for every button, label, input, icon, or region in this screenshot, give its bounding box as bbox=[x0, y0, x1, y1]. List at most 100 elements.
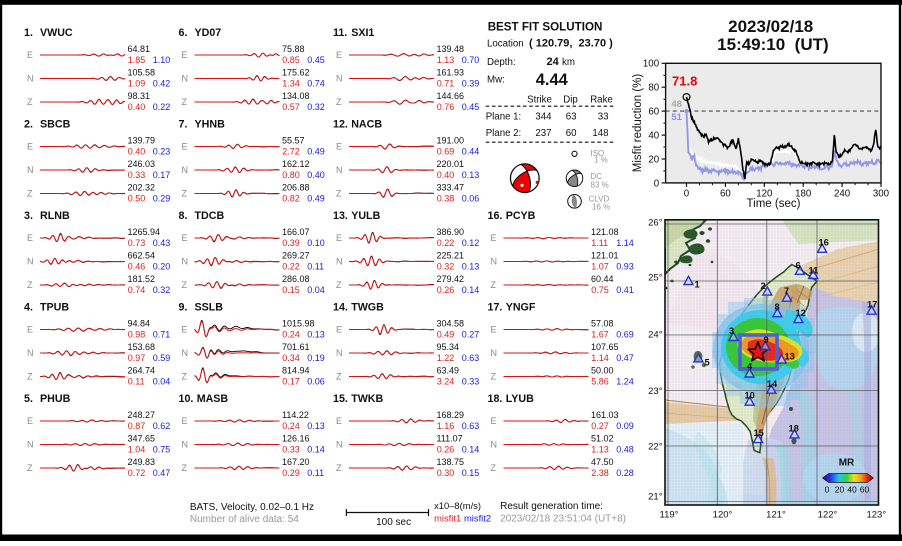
svg-text:2.: 2. bbox=[24, 119, 33, 131]
svg-text:0.30: 0.30 bbox=[437, 468, 455, 478]
svg-text:1.85: 1.85 bbox=[128, 55, 146, 65]
svg-text:161.03: 161.03 bbox=[591, 410, 619, 420]
svg-text:N: N bbox=[27, 74, 34, 84]
svg-text:Number of alive data: 54: Number of alive data: 54 bbox=[190, 514, 299, 525]
svg-text:225.21: 225.21 bbox=[437, 250, 465, 260]
svg-text:111.07: 111.07 bbox=[437, 433, 463, 443]
svg-text:N: N bbox=[336, 348, 343, 358]
svg-text:0.24: 0.24 bbox=[282, 421, 300, 431]
svg-text:Plane 2:: Plane 2: bbox=[486, 128, 522, 139]
svg-text:0.33: 0.33 bbox=[128, 170, 146, 180]
svg-text:9.: 9. bbox=[179, 302, 188, 314]
svg-text:7: 7 bbox=[784, 286, 789, 296]
svg-text:E: E bbox=[336, 325, 342, 335]
svg-text:60: 60 bbox=[720, 188, 731, 199]
svg-text:0.27: 0.27 bbox=[591, 421, 609, 431]
svg-text:20: 20 bbox=[835, 484, 845, 494]
svg-text:2023/02/18: 2023/02/18 bbox=[728, 17, 813, 36]
svg-text:0.50: 0.50 bbox=[128, 193, 146, 203]
svg-text:4.44: 4.44 bbox=[536, 71, 569, 89]
svg-text:0.63: 0.63 bbox=[462, 353, 480, 363]
svg-text:123°: 123° bbox=[866, 509, 886, 520]
svg-text:3.24: 3.24 bbox=[437, 376, 455, 386]
svg-text:14: 14 bbox=[767, 379, 778, 389]
svg-text:0: 0 bbox=[654, 178, 660, 189]
svg-text:5: 5 bbox=[705, 358, 710, 368]
svg-text:Z: Z bbox=[336, 463, 342, 473]
svg-text:0.42: 0.42 bbox=[153, 78, 171, 88]
svg-text:0.69: 0.69 bbox=[616, 329, 634, 339]
svg-text:0.49: 0.49 bbox=[307, 146, 325, 156]
svg-text:E: E bbox=[27, 416, 33, 426]
svg-text:0.97: 0.97 bbox=[128, 353, 146, 363]
svg-text:0.11: 0.11 bbox=[307, 468, 324, 478]
svg-text:TWGB: TWGB bbox=[351, 302, 384, 314]
svg-text:7.: 7. bbox=[179, 119, 188, 131]
svg-text:168.29: 168.29 bbox=[437, 410, 465, 420]
svg-text:MR: MR bbox=[839, 458, 855, 469]
svg-text:121.01: 121.01 bbox=[591, 250, 619, 260]
svg-text:0.11: 0.11 bbox=[128, 376, 145, 386]
svg-text:0.49: 0.49 bbox=[307, 193, 325, 203]
svg-text:51: 51 bbox=[671, 112, 682, 123]
svg-text:Z: Z bbox=[182, 189, 188, 199]
svg-text:E: E bbox=[182, 50, 188, 60]
svg-text:248.27: 248.27 bbox=[128, 410, 156, 420]
svg-text:YHNB: YHNB bbox=[195, 119, 226, 131]
svg-text:Z: Z bbox=[182, 372, 188, 382]
svg-text:RLNB: RLNB bbox=[40, 210, 70, 222]
svg-text:60: 60 bbox=[648, 107, 659, 118]
svg-text:175.62: 175.62 bbox=[282, 67, 310, 77]
svg-text:1015.98: 1015.98 bbox=[282, 318, 315, 328]
svg-text:TWKB: TWKB bbox=[351, 393, 383, 405]
svg-text:Strike: Strike bbox=[527, 94, 552, 105]
svg-text:11: 11 bbox=[809, 266, 819, 276]
svg-text:121.08: 121.08 bbox=[591, 227, 619, 237]
svg-text:2023/02/18 23:51:04 (UT+8): 2023/02/18 23:51:04 (UT+8) bbox=[500, 514, 626, 525]
svg-text:100 sec: 100 sec bbox=[376, 517, 411, 528]
svg-text:1.11: 1.11 bbox=[591, 238, 608, 248]
svg-text:E: E bbox=[491, 233, 497, 243]
svg-text:N: N bbox=[336, 257, 343, 267]
svg-text:180: 180 bbox=[795, 188, 812, 199]
svg-text:Depth:: Depth: bbox=[487, 57, 516, 68]
svg-text:0.40: 0.40 bbox=[128, 146, 146, 156]
svg-text:5.86: 5.86 bbox=[591, 376, 609, 386]
svg-text:2.72: 2.72 bbox=[282, 146, 300, 156]
svg-text:N: N bbox=[336, 74, 343, 84]
svg-text:3.: 3. bbox=[24, 210, 33, 222]
svg-text:0.39: 0.39 bbox=[462, 78, 480, 88]
svg-text:0.75: 0.75 bbox=[591, 285, 609, 295]
svg-text:100: 100 bbox=[643, 59, 660, 70]
svg-text:TDCB: TDCB bbox=[195, 210, 225, 222]
svg-text:Misfit reduction (%): Misfit reduction (%) bbox=[632, 74, 644, 173]
svg-text:40: 40 bbox=[847, 484, 857, 494]
svg-text:220.01: 220.01 bbox=[437, 159, 465, 169]
svg-text:0.63: 0.63 bbox=[462, 421, 480, 431]
svg-text:0.39: 0.39 bbox=[282, 238, 300, 248]
svg-text:386.90: 386.90 bbox=[437, 227, 465, 237]
svg-text:2: 2 bbox=[761, 281, 766, 291]
svg-text:206.88: 206.88 bbox=[282, 182, 310, 192]
svg-text:0.28: 0.28 bbox=[616, 468, 634, 478]
svg-text:Plane 1:: Plane 1: bbox=[486, 112, 522, 123]
svg-text:48: 48 bbox=[671, 99, 682, 110]
svg-text:( 120.79, 23.70 ): ( 120.79, 23.70 ) bbox=[529, 37, 613, 49]
svg-text:0.22: 0.22 bbox=[282, 261, 300, 271]
svg-text:Z: Z bbox=[491, 280, 497, 290]
svg-text:13.: 13. bbox=[333, 210, 348, 222]
svg-text:0.76: 0.76 bbox=[437, 102, 455, 112]
svg-text:121°: 121° bbox=[766, 509, 786, 520]
svg-text:25°: 25° bbox=[648, 273, 663, 284]
svg-text:Dip: Dip bbox=[563, 94, 578, 105]
svg-text:63: 63 bbox=[566, 112, 577, 123]
svg-text:Z: Z bbox=[336, 372, 342, 382]
svg-text:80: 80 bbox=[648, 83, 659, 94]
svg-text:Z: Z bbox=[336, 189, 342, 199]
svg-text:4: 4 bbox=[747, 362, 753, 372]
svg-text:0.41: 0.41 bbox=[616, 285, 634, 295]
svg-text:162.12: 162.12 bbox=[282, 159, 310, 169]
svg-text:1.22: 1.22 bbox=[437, 353, 455, 363]
svg-text:1.: 1. bbox=[24, 27, 33, 39]
svg-text:1.14: 1.14 bbox=[616, 238, 634, 248]
